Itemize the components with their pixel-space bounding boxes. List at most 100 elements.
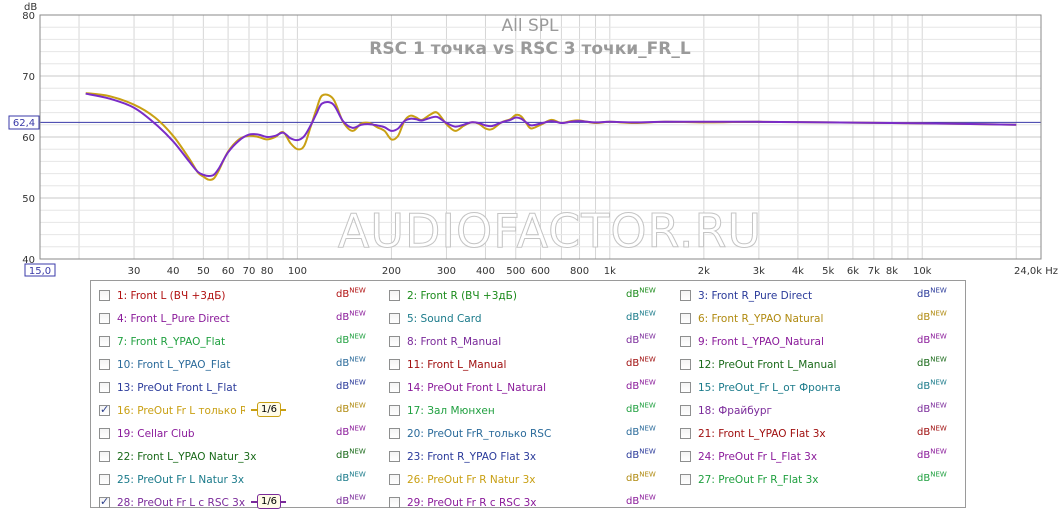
legend-checkbox[interactable] bbox=[99, 428, 110, 439]
legend-checkbox[interactable] bbox=[680, 474, 691, 485]
legend-unit[interactable]: dBNEW bbox=[917, 401, 947, 415]
legend-checkbox[interactable] bbox=[680, 405, 691, 416]
legend-item[interactable]: 11: Front L_Manual dBNEW bbox=[389, 356, 669, 378]
legend-unit[interactable]: dBNEW bbox=[626, 493, 656, 507]
legend-unit[interactable]: dBNEW bbox=[336, 309, 366, 323]
legend-unit[interactable]: dBNEW bbox=[336, 424, 366, 438]
legend-unit[interactable]: dBNEW bbox=[626, 286, 656, 300]
legend-item[interactable]: 29: PreOut Fr R c RSC 3x dBNEW bbox=[389, 494, 669, 516]
legend-item[interactable]: 28: PreOut Fr L c RSC 3x 1/6 dBNEW bbox=[99, 494, 379, 516]
legend-checkbox[interactable] bbox=[389, 382, 400, 393]
legend-unit[interactable]: dBNEW bbox=[626, 447, 656, 461]
legend-item[interactable]: 17: Зал Мюнхен dBNEW bbox=[389, 402, 669, 424]
legend-checkbox[interactable] bbox=[389, 359, 400, 370]
legend-checkbox[interactable] bbox=[680, 290, 691, 301]
legend-unit[interactable]: dBNEW bbox=[917, 355, 947, 369]
legend-unit[interactable]: dBNEW bbox=[626, 470, 656, 484]
legend-label: 7: Front R_YPAO_Flat bbox=[117, 336, 226, 348]
legend-item[interactable]: 4: Front L_Pure Direct dBNEW bbox=[99, 310, 379, 332]
legend-item[interactable]: 19: Cellar Club dBNEW bbox=[99, 425, 379, 447]
legend-label: 14: PreOut Front L_Natural bbox=[407, 382, 547, 394]
legend-checkbox[interactable] bbox=[389, 497, 400, 508]
legend-label: 2: Front R (ВЧ +3дБ) bbox=[407, 290, 517, 302]
legend-unit[interactable]: dBNEW bbox=[917, 332, 947, 346]
legend-unit[interactable]: dBNEW bbox=[336, 470, 366, 484]
legend-unit[interactable]: dBNEW bbox=[336, 355, 366, 369]
legend-item[interactable]: 8: Front R_Manual dBNEW bbox=[389, 333, 669, 355]
legend-item[interactable]: 10: Front L_YPAO_Flat dBNEW bbox=[99, 356, 379, 378]
legend-checkbox[interactable] bbox=[389, 290, 400, 301]
x-max-label: 24,0k Hz bbox=[1014, 266, 1058, 277]
legend-checkbox[interactable] bbox=[99, 451, 110, 462]
legend-item[interactable]: 9: Front L_YPAO_Natural dBNEW bbox=[680, 333, 960, 355]
chart-subtitle: RSC 1 точка vs RSC 3 точки_FR_L bbox=[369, 39, 691, 59]
legend-item[interactable]: 1: Front L (ВЧ +3дБ) dBNEW bbox=[99, 287, 379, 309]
legend-item[interactable]: 26: PreOut Fr R Natur 3x dBNEW bbox=[389, 471, 669, 493]
legend-checkbox[interactable] bbox=[680, 359, 691, 370]
legend-checkbox[interactable] bbox=[680, 336, 691, 347]
legend-unit[interactable]: dBNEW bbox=[626, 401, 656, 415]
legend-checkbox[interactable] bbox=[99, 382, 110, 393]
reference-value-box[interactable]: 62,4 bbox=[8, 115, 40, 130]
legend-checkbox[interactable] bbox=[389, 405, 400, 416]
legend-item[interactable]: 27: PreOut Fr R_Flat 3x dBNEW bbox=[680, 471, 960, 493]
legend-unit[interactable]: dBNEW bbox=[626, 355, 656, 369]
series-line-2 bbox=[85, 92, 1017, 177]
legend-label: 21: Front L_YPAO Flat 3x bbox=[698, 428, 826, 440]
legend-item[interactable]: 14: PreOut Front L_Natural dBNEW bbox=[389, 379, 669, 401]
legend-unit[interactable]: dBNEW bbox=[336, 286, 366, 300]
legend-unit[interactable]: dBNEW bbox=[626, 378, 656, 392]
legend-item[interactable]: 15: PreOut_Fr L_от Фронта dBNEW bbox=[680, 379, 960, 401]
legend-unit[interactable]: dBNEW bbox=[626, 309, 656, 323]
legend-checkbox[interactable] bbox=[680, 451, 691, 462]
legend-checkbox[interactable] bbox=[99, 336, 110, 347]
legend-unit[interactable]: dBNEW bbox=[336, 493, 366, 507]
legend-item[interactable]: 3: Front R_Pure Direct dBNEW bbox=[680, 287, 960, 309]
legend-unit[interactable]: dBNEW bbox=[917, 286, 947, 300]
x-tick-label: 400 bbox=[476, 266, 495, 277]
legend-checkbox[interactable] bbox=[389, 428, 400, 439]
legend-item[interactable]: 24: PreOut Fr L_Flat 3x dBNEW bbox=[680, 448, 960, 470]
legend-item[interactable]: 22: Front L_YPAO Natur_3x dBNEW bbox=[99, 448, 379, 470]
legend-item[interactable]: 18: Фрайбург dBNEW bbox=[680, 402, 960, 424]
legend-checkbox[interactable] bbox=[99, 495, 110, 508]
legend-unit[interactable]: dBNEW bbox=[917, 309, 947, 323]
legend-checkbox[interactable] bbox=[680, 428, 691, 439]
legend-checkbox[interactable] bbox=[389, 451, 400, 462]
legend-item[interactable]: 7: Front R_YPAO_Flat dBNEW bbox=[99, 333, 379, 355]
legend-unit[interactable]: dBNEW bbox=[917, 378, 947, 392]
legend-item[interactable]: 13: PreOut Front L_Flat dBNEW bbox=[99, 379, 379, 401]
x-tick-label: 200 bbox=[382, 266, 401, 277]
legend-unit[interactable]: dBNEW bbox=[626, 424, 656, 438]
legend-item[interactable]: 6: Front R_YPAO Natural dBNEW bbox=[680, 310, 960, 332]
x-tick-label: 50 bbox=[197, 266, 210, 277]
legend-checkbox[interactable] bbox=[680, 382, 691, 393]
legend-checkbox[interactable] bbox=[389, 313, 400, 324]
legend-unit[interactable]: dBNEW bbox=[626, 332, 656, 346]
legend-unit[interactable]: dBNEW bbox=[917, 470, 947, 484]
legend-item[interactable]: 20: PreOut FrR_только RSC dBNEW bbox=[389, 425, 669, 447]
legend-unit[interactable]: dBNEW bbox=[336, 332, 366, 346]
legend-unit[interactable]: dBNEW bbox=[336, 378, 366, 392]
legend-item[interactable]: 2: Front R (ВЧ +3дБ) dBNEW bbox=[389, 287, 669, 309]
legend-item[interactable]: 5: Sound Card dBNEW bbox=[389, 310, 669, 332]
legend-checkbox[interactable] bbox=[99, 313, 110, 324]
legend-item[interactable]: 21: Front L_YPAO Flat 3x dBNEW bbox=[680, 425, 960, 447]
legend-label: 19: Cellar Club bbox=[117, 428, 195, 440]
legend-checkbox[interactable] bbox=[99, 474, 110, 485]
legend-item[interactable]: 25: PreOut Fr L Natur 3x dBNEW bbox=[99, 471, 379, 493]
legend-checkbox[interactable] bbox=[389, 336, 400, 347]
legend-checkbox[interactable] bbox=[389, 474, 400, 485]
x-min-box[interactable]: 15,0 bbox=[24, 263, 56, 277]
legend-unit[interactable]: dBNEW bbox=[917, 424, 947, 438]
legend-unit[interactable]: dBNEW bbox=[917, 447, 947, 461]
legend-item[interactable]: 12: PreOut Front L_Manual dBNEW bbox=[680, 356, 960, 378]
legend-unit[interactable]: dBNEW bbox=[336, 401, 366, 415]
legend-checkbox[interactable] bbox=[99, 359, 110, 370]
legend-checkbox[interactable] bbox=[680, 313, 691, 324]
legend-checkbox[interactable] bbox=[99, 290, 110, 301]
legend-item[interactable]: 23: Front R_YPAO Flat 3x dBNEW bbox=[389, 448, 669, 470]
legend-unit[interactable]: dBNEW bbox=[336, 447, 366, 461]
legend-checkbox[interactable] bbox=[99, 403, 110, 416]
legend-item[interactable]: 16: PreOut Fr L только RSC 1/6 dBNEW bbox=[99, 402, 379, 424]
